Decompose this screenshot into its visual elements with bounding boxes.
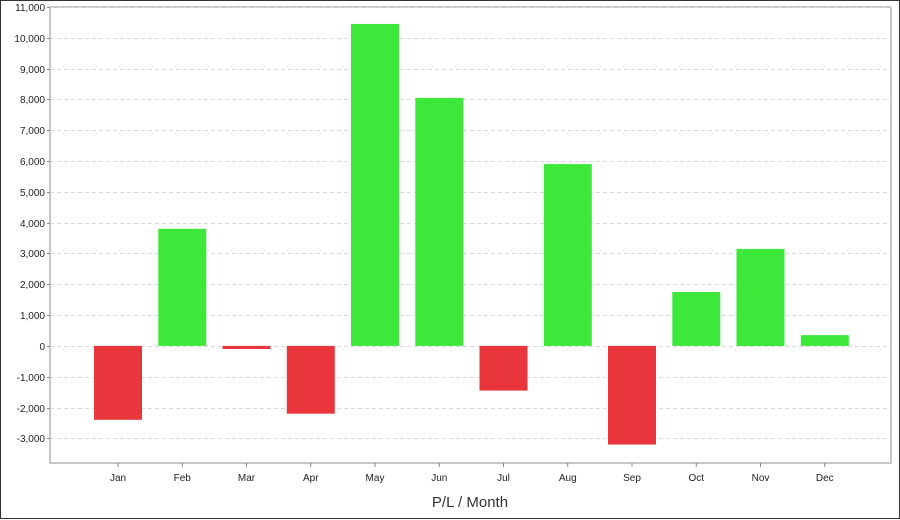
y-tick-label: 8,000: [20, 95, 45, 106]
bar-oct: [672, 292, 721, 346]
bar-dec: [800, 335, 849, 346]
x-axis-title: P/L / Month: [432, 494, 508, 511]
y-tick-label: 9,000: [20, 65, 45, 76]
y-tick-label: 0: [39, 342, 45, 353]
x-tick-label: May: [366, 473, 385, 484]
bar-nov: [736, 248, 785, 346]
x-tick-label: Sep: [623, 473, 641, 484]
y-tick-label: 5,000: [20, 188, 45, 199]
x-tick-label: Jun: [431, 473, 447, 484]
x-tick-label: Mar: [238, 473, 256, 484]
bars: [94, 23, 849, 445]
y-tick-label: 4,000: [20, 219, 45, 230]
bar-jan: [94, 345, 142, 420]
y-tick-label: 7,000: [20, 126, 45, 137]
bar-may: [351, 23, 399, 346]
y-tick-label: -2,000: [17, 404, 46, 415]
y-tick-label: -3,000: [17, 434, 46, 445]
y-tick-label: 2,000: [20, 280, 45, 291]
x-axis-ticks: Jan Feb Mar Apr May Jun Jul Aug Sep Oct Nov Dec: [110, 463, 834, 484]
x-tick-label: Jan: [110, 473, 126, 484]
x-tick-label: Jul: [497, 473, 510, 484]
bar-aug: [543, 164, 592, 346]
x-tick-label: Dec: [816, 473, 834, 484]
y-tick-label: -1,000: [17, 373, 46, 384]
y-tick-label: 1,000: [20, 311, 45, 322]
bar-sep: [608, 345, 656, 445]
x-tick-label: Aug: [559, 473, 577, 484]
y-tick-label: 6,000: [20, 157, 45, 168]
bar-apr: [286, 345, 335, 414]
x-tick-label: Nov: [752, 473, 770, 484]
x-tick-label: Oct: [688, 473, 704, 484]
y-tick-label: 11,000: [15, 3, 45, 14]
x-tick-label: Feb: [174, 473, 192, 484]
x-tick-label: Apr: [303, 473, 319, 484]
bar-jul: [479, 345, 528, 391]
bar-feb: [158, 228, 207, 346]
y-axis-ticks: -3,000 -2,000 -1,000 0 1,000 2,000 3,000 4,000 5…: [14, 3, 50, 445]
y-tick-label: 3,000: [20, 249, 45, 260]
bar-mar: [222, 345, 271, 349]
bar-jun: [415, 97, 464, 346]
y-tick-label: 10,000: [14, 34, 45, 45]
